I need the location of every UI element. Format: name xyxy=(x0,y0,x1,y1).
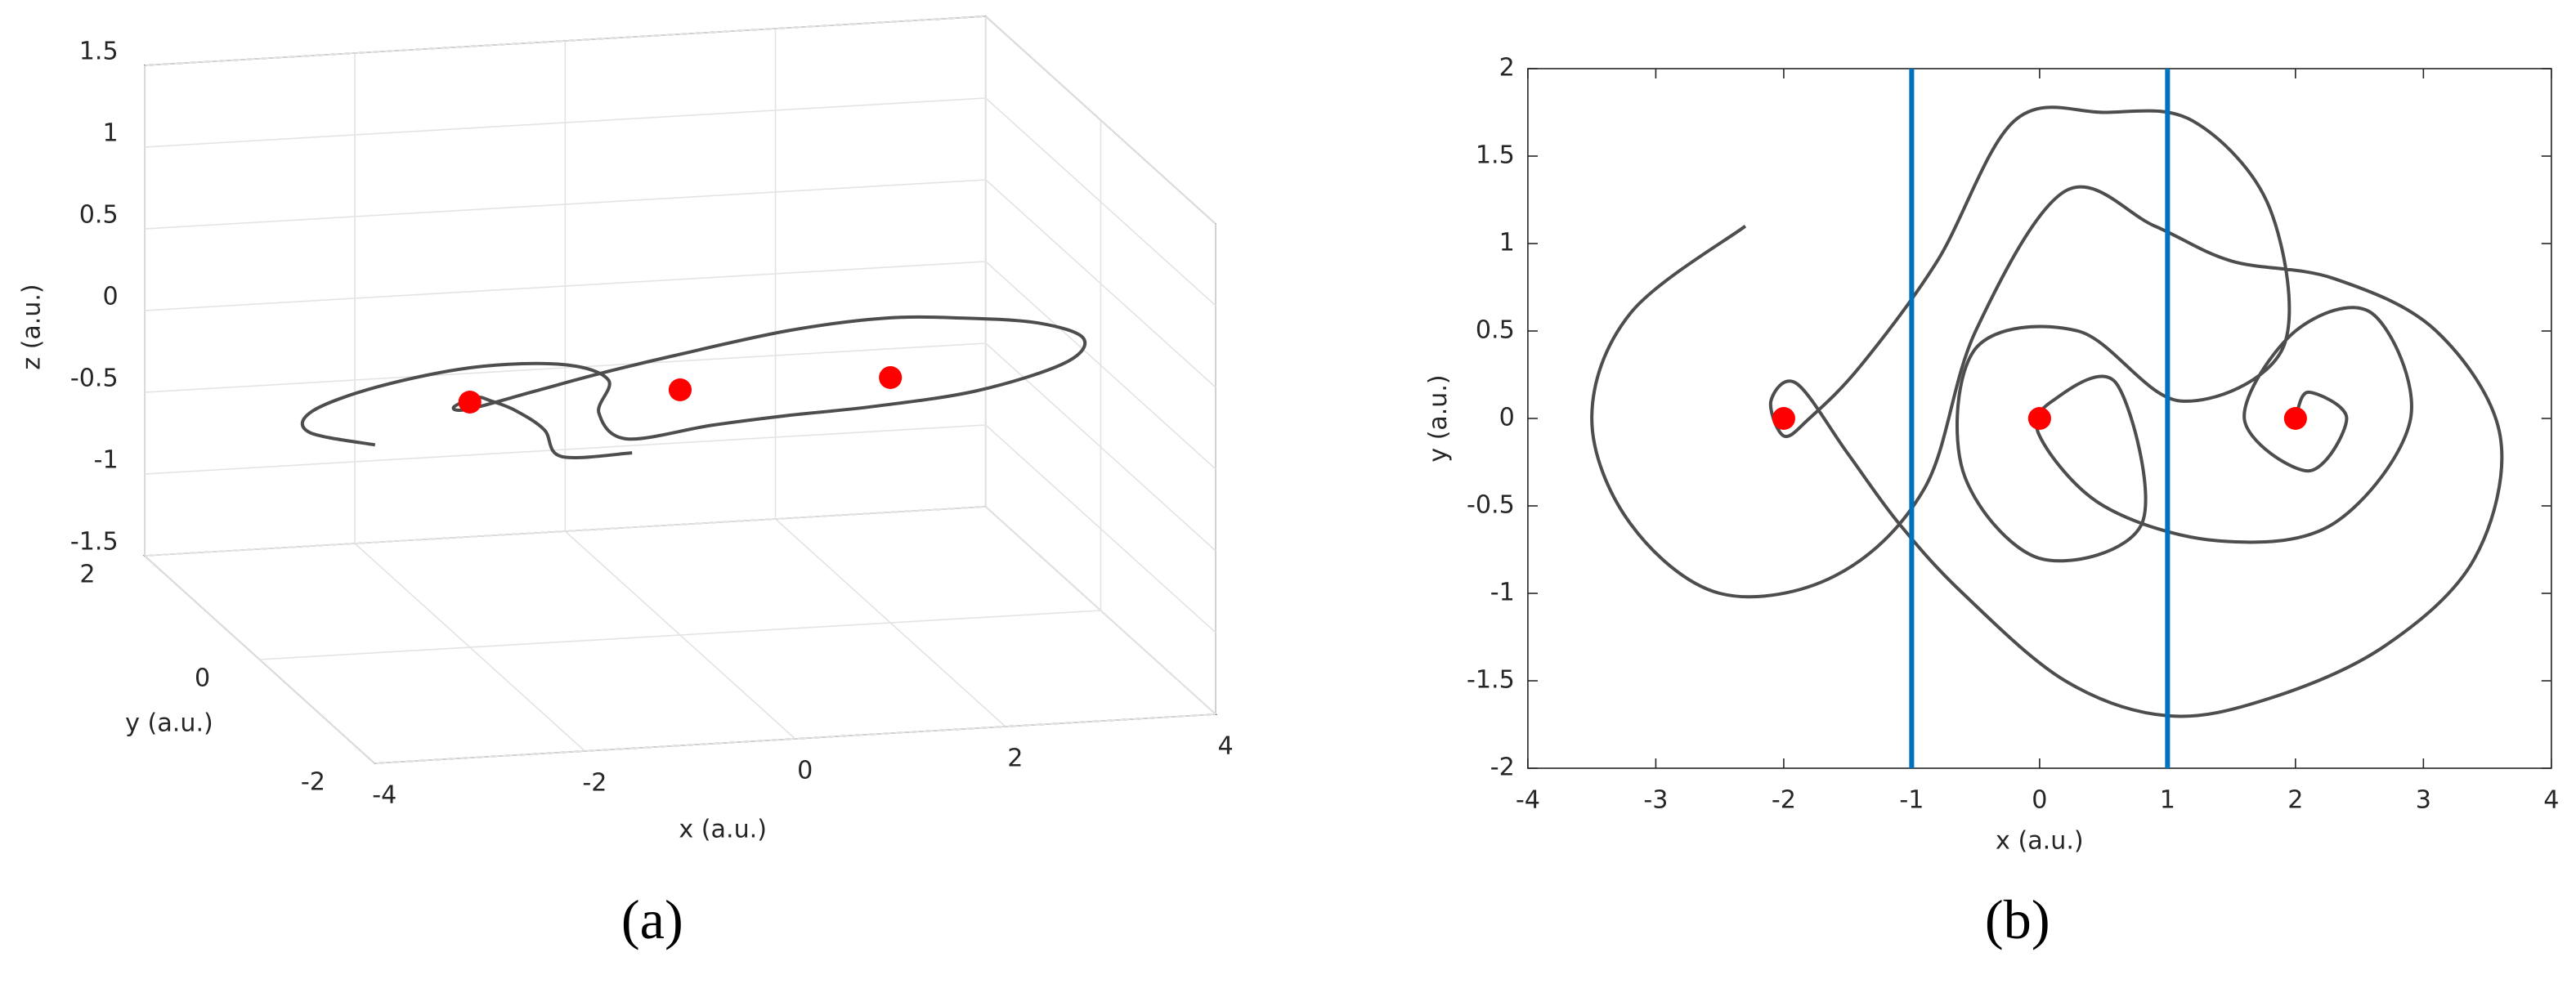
x-tick-label: -2 xyxy=(1772,786,1796,815)
y-tick-label: -1.5 xyxy=(1467,666,1515,695)
grid-line xyxy=(985,16,1216,225)
x-tick-label: 0 xyxy=(2032,786,2047,815)
grid-line xyxy=(985,97,1216,306)
z-tick-label: 1.5 xyxy=(79,38,119,66)
y-axis-label: y (a.u.) xyxy=(1424,374,1453,462)
x-tick-label: 2 xyxy=(2287,786,2303,815)
x-tick-label: -1 xyxy=(1899,786,1924,815)
equilibrium-point xyxy=(458,391,482,414)
x-tick-label: 4 xyxy=(1218,732,1234,761)
y-tick-label: -0.5 xyxy=(1467,491,1515,520)
y-tick-label: 0 xyxy=(195,664,210,693)
trajectory xyxy=(1590,105,2504,718)
y-tick-label: 0.5 xyxy=(1476,316,1515,345)
equilibrium-point xyxy=(668,378,692,401)
x-tick-label: -2 xyxy=(582,769,607,798)
caption-close: ) xyxy=(2032,888,2050,950)
grid-line xyxy=(985,179,1216,388)
x-tick-label: -4 xyxy=(372,781,396,810)
x-axis-label: x (a.u.) xyxy=(679,816,767,844)
caption-letter: b xyxy=(2004,888,2032,950)
grid-line xyxy=(985,261,1216,470)
equilibrium-point xyxy=(2283,407,2307,430)
y-tick-label: 0 xyxy=(1499,404,1515,432)
grid-line xyxy=(144,179,986,230)
y-tick-label: 1 xyxy=(1499,229,1515,257)
caption-open: ( xyxy=(1985,888,2004,950)
z-tick-label: 0 xyxy=(103,283,119,311)
back-wall xyxy=(144,16,1216,714)
grid-line xyxy=(259,610,1101,660)
y-tick-label: 2 xyxy=(1499,54,1515,83)
grid-line xyxy=(144,424,986,475)
x-tick-label: 2 xyxy=(1007,745,1023,773)
y-axis-label: y (a.u.) xyxy=(125,709,213,738)
x-axis-label: x (a.u.) xyxy=(1996,827,2084,856)
x-tick-label: 1 xyxy=(2160,786,2175,815)
grid-line xyxy=(985,424,1216,633)
grid-line xyxy=(144,261,986,311)
z-tick-label: 0.5 xyxy=(79,201,119,230)
x-tick-label: -3 xyxy=(1643,786,1668,815)
z-tick-label: 1 xyxy=(103,119,119,148)
z-tick-label: -1 xyxy=(94,446,119,475)
x-tick-label: 3 xyxy=(2416,786,2431,815)
caption: (b) xyxy=(1985,888,2050,950)
y-tick-label: 2 xyxy=(79,561,95,589)
z-tick-label: -0.5 xyxy=(70,365,119,393)
grid-line xyxy=(985,506,1216,715)
grid-line xyxy=(144,342,986,393)
trajectory xyxy=(300,315,1087,459)
caption-open: ( xyxy=(621,888,640,950)
equilibrium-point xyxy=(2027,407,2051,430)
caption-letter: a xyxy=(640,888,665,950)
y-tick-label: 1.5 xyxy=(1476,141,1515,170)
caption: (a) xyxy=(621,888,683,950)
x-tick-label: -4 xyxy=(1516,786,1540,815)
y-tick-label: -2 xyxy=(1490,754,1515,782)
x-tick-label: 4 xyxy=(2543,786,2559,815)
equilibrium-point xyxy=(879,366,903,389)
y-tick-label: -1 xyxy=(1490,579,1515,607)
z-axis-label: z (a.u.) xyxy=(18,284,47,369)
z-tick-label: -1.5 xyxy=(70,528,119,557)
equilibrium-point xyxy=(1772,407,1795,430)
y-tick-label: -2 xyxy=(301,768,325,797)
grid-line xyxy=(144,506,986,557)
grid-line xyxy=(144,97,986,148)
grid-line xyxy=(144,16,986,66)
x-tick-label: 0 xyxy=(797,757,813,785)
grid-line xyxy=(374,713,1216,764)
caption-close: ) xyxy=(665,888,683,950)
